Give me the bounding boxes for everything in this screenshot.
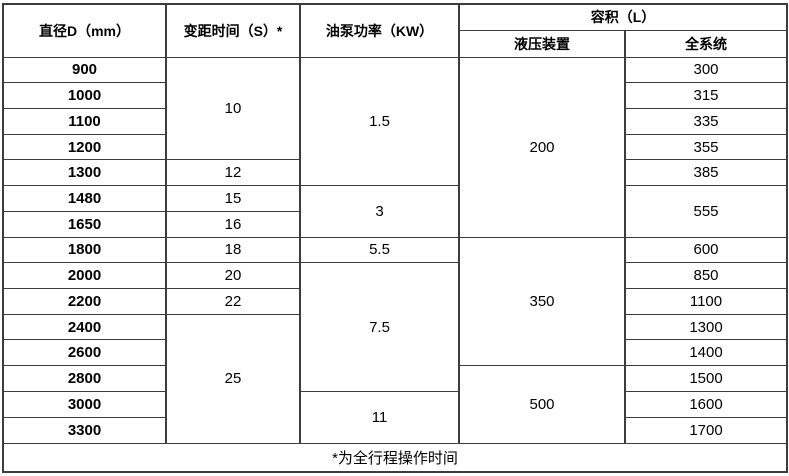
footnote-text: *为全行程操作时间 [2,442,788,473]
cell-diameter: 1300 [2,159,167,187]
cell-diameter: 2800 [2,365,167,392]
header-pump-power: 油泵功率（KW） [299,3,460,58]
cell-diameter: 3300 [2,416,167,444]
header-full-system: 全系统 [624,29,788,58]
cell-full-system: 1500 [624,365,788,392]
table-row: 2600 1400 [2,339,788,367]
cell-diameter: 1000 [2,82,167,109]
cell-pump-power: 3 [299,185,460,238]
header-diameter: 直径D（mm） [2,3,167,58]
header-row-1: 直径D（mm） 变距时间（S）* 油泵功率（KW） 容积（L） [2,3,788,58]
header-volume: 容积（L） [458,3,788,31]
cell-diameter: 2000 [2,262,167,289]
cell-full-system: 335 [624,107,788,135]
cell-pump-power: 7.5 [299,262,460,392]
spec-table: 直径D（mm） 变距时间（S）* 油泵功率（KW） 容积（L） 液压装置 全系统… [2,3,788,473]
cell-pump-power: 5.5 [299,236,460,264]
cell-full-system: 555 [624,185,788,238]
cell-diameter: 1650 [2,210,167,238]
table-row: 1650 16 [2,210,787,238]
cell-diameter: 1200 [2,133,167,161]
cell-pitch-time: 22 [165,287,301,315]
table-row: 1480 15 3 555 [2,185,788,238]
cell-diameter: 900 [2,56,167,84]
cell-full-system: 600 [624,236,788,264]
cell-full-system: 850 [624,262,788,289]
footnote-row: *为全行程操作时间 [2,442,788,473]
cell-pitch-time: 10 [165,56,301,161]
header-hydraulic: 液压装置 [458,29,626,58]
cell-diameter: 1480 [2,185,167,212]
cell-pitch-time: 18 [165,236,301,264]
table-row: 1200 355 [2,133,788,161]
cell-full-system: 355 [624,133,788,161]
cell-pitch-time: 16 [165,210,301,238]
table-row: 3300 1700 [2,416,788,444]
table-row: 1800 18 5.5 350 600 [2,236,788,367]
cell-diameter: 2400 [2,313,167,341]
table-row: 2400 25 1300 [2,313,788,444]
header-row-2: 液压装置 全系统 [3,29,788,58]
header-pitch-time: 变距时间（S）* [165,3,301,58]
cell-pitch-time: 25 [165,313,301,444]
table-row: 3000 11 1600 [2,390,788,444]
cell-full-system: 1700 [624,416,788,444]
cell-pitch-time: 12 [165,159,301,187]
cell-pump-power: 1.5 [299,56,460,187]
cell-full-system: 1600 [624,390,788,418]
cell-diameter: 3000 [2,390,167,418]
cell-diameter: 2600 [2,339,167,367]
cell-diameter: 1100 [2,107,167,135]
table-row: 1100 335 [2,107,788,135]
cell-pump-power: 11 [299,390,460,444]
cell-hydraulic: 350 [458,236,626,367]
cell-diameter: 1800 [2,236,167,264]
cell-full-system: 1300 [624,313,788,341]
cell-full-system: 385 [624,159,788,187]
cell-full-system: 315 [624,82,788,109]
cell-pitch-time: 20 [165,262,301,289]
table-row: 1300 12 385 [2,159,788,187]
cell-pitch-time: 15 [165,185,301,212]
cell-hydraulic: 500 [458,365,626,444]
table-row: 2000 20 7.5 850 [2,262,788,392]
cell-full-system: 300 [624,56,788,84]
cell-diameter: 2200 [2,287,167,315]
cell-full-system: 1100 [624,287,788,315]
table-row: 900 10 1.5 200 300 [2,56,788,238]
table-row: 2200 22 1100 [2,287,788,315]
cell-full-system: 1400 [624,339,788,367]
cell-hydraulic: 200 [458,56,626,238]
table-row: 2800 500 1500 [2,365,788,444]
